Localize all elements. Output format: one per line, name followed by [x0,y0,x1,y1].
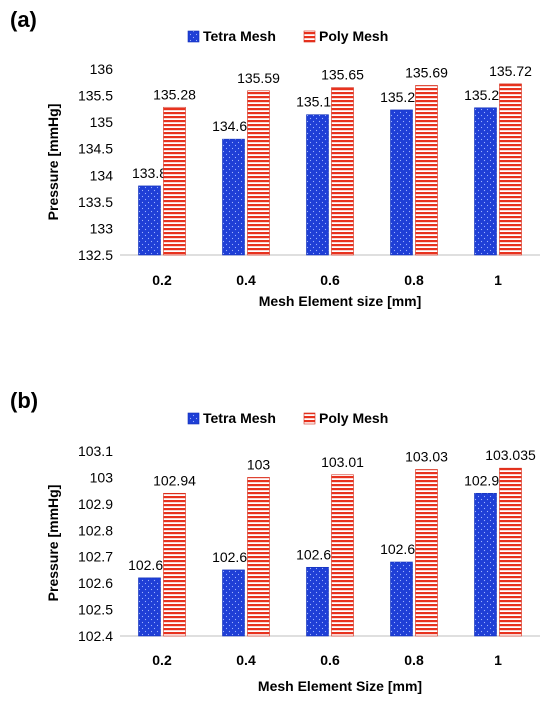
bar-poly [163,492,186,637]
data-label-tetra: 134.68 [212,118,255,134]
data-label-tetra: 135.27 [464,87,507,103]
bar-tetra [306,114,329,256]
legend-label-poly: Poly Mesh [319,28,388,44]
data-label-tetra: 102.68 [380,541,423,557]
x-tick-label: 1 [494,652,502,668]
data-label-tetra: 135.14 [296,94,339,110]
x-axis-title: Mesh Element size [mm] [259,293,422,309]
data-label-poly: 135.69 [405,64,448,80]
bar-poly [415,469,438,637]
data-label-poly: 135.72 [489,63,532,79]
x-tick-label: 1 [494,272,502,288]
legend-label-tetra: Tetra Mesh [203,28,276,44]
bar-tetra [306,566,329,637]
bar-poly [499,467,522,637]
bar-poly [247,477,270,637]
chart-a: (a) Tetra Mesh Poly Mesh 132.5 133 133.5 134 13… [10,7,540,309]
data-label-tetra: 102.62 [128,557,171,573]
data-label-tetra: 102.65 [212,549,255,565]
y-tick-label: 103.1 [78,443,113,459]
bar-poly [247,90,270,256]
legend-swatch-tetra [187,30,200,43]
data-label-tetra: 133.8 [132,165,167,181]
x-tick-label: 0.6 [320,272,340,288]
legend-swatch-poly [303,30,316,43]
bar-poly [331,87,354,256]
bar-tetra [222,138,245,256]
x-tick-label: 0.2 [152,272,172,288]
data-label-poly: 103 [247,456,271,472]
bar-poly [415,85,438,256]
data-label-tetra: 102.66 [296,546,339,562]
data-label-poly: 135.28 [153,86,196,102]
x-tick-label: 0.4 [236,652,256,668]
y-tick-label: 134.5 [78,141,113,157]
bar-tetra [474,107,497,256]
bar-poly [499,83,522,256]
y-tick-label: 135.5 [78,88,113,104]
x-tick-label: 0.4 [236,272,256,288]
data-label-poly: 103.03 [405,449,448,465]
x-tick-label: 0.8 [404,652,424,668]
y-axis-title: Pressure [mmHg] [45,485,61,602]
x-axis-title: Mesh Element Size [mm] [258,678,422,694]
y-tick-label: 134 [90,167,114,183]
data-label-poly: 103.035 [485,447,536,463]
bar-poly [163,106,186,256]
bar-tetra [138,577,161,637]
bar-tetra [474,492,497,637]
x-tick-label: 0.6 [320,652,340,668]
legend-swatch-poly [303,412,316,425]
y-tick-label: 133 [90,220,114,236]
x-tick-label: 0.8 [404,272,424,288]
y-tick-label: 102.8 [78,522,113,538]
legend-label-tetra: Tetra Mesh [203,410,276,426]
y-tick-label: 102.5 [78,602,113,618]
bar-tetra [390,109,413,256]
data-label-poly: 135.59 [237,70,280,86]
data-label-poly: 102.94 [153,472,196,488]
bar-tetra [390,561,413,637]
y-tick-label: 102.4 [78,628,113,644]
legend-swatch-tetra [187,412,200,425]
x-tick-label: 0.2 [152,652,172,668]
data-label-tetra: 102.94 [464,472,507,488]
y-tick-label: 132.5 [78,247,113,263]
bar-poly [331,474,354,637]
panel-label: (a) [10,7,37,32]
y-axis-title: Pressure [mmHg] [45,104,61,221]
y-tick-label: 135 [90,114,114,130]
data-label-tetra: 135.23 [380,89,423,105]
legend-label-poly: Poly Mesh [319,410,388,426]
data-label-poly: 135.65 [321,67,364,83]
bar-tetra [138,185,161,256]
panel-label: (b) [10,388,38,413]
data-label-poly: 103.01 [321,454,364,470]
chart-b: (b) Tetra Mesh Poly Mesh 102.4 102.5 102.6 102… [10,388,540,694]
y-tick-label: 102.6 [78,575,113,591]
y-tick-label: 133.5 [78,194,113,210]
y-tick-label: 102.9 [78,496,113,512]
y-tick-label: 103 [90,469,114,485]
bar-tetra [222,569,245,637]
y-tick-label: 136 [90,61,114,77]
y-tick-label: 102.7 [78,549,113,565]
